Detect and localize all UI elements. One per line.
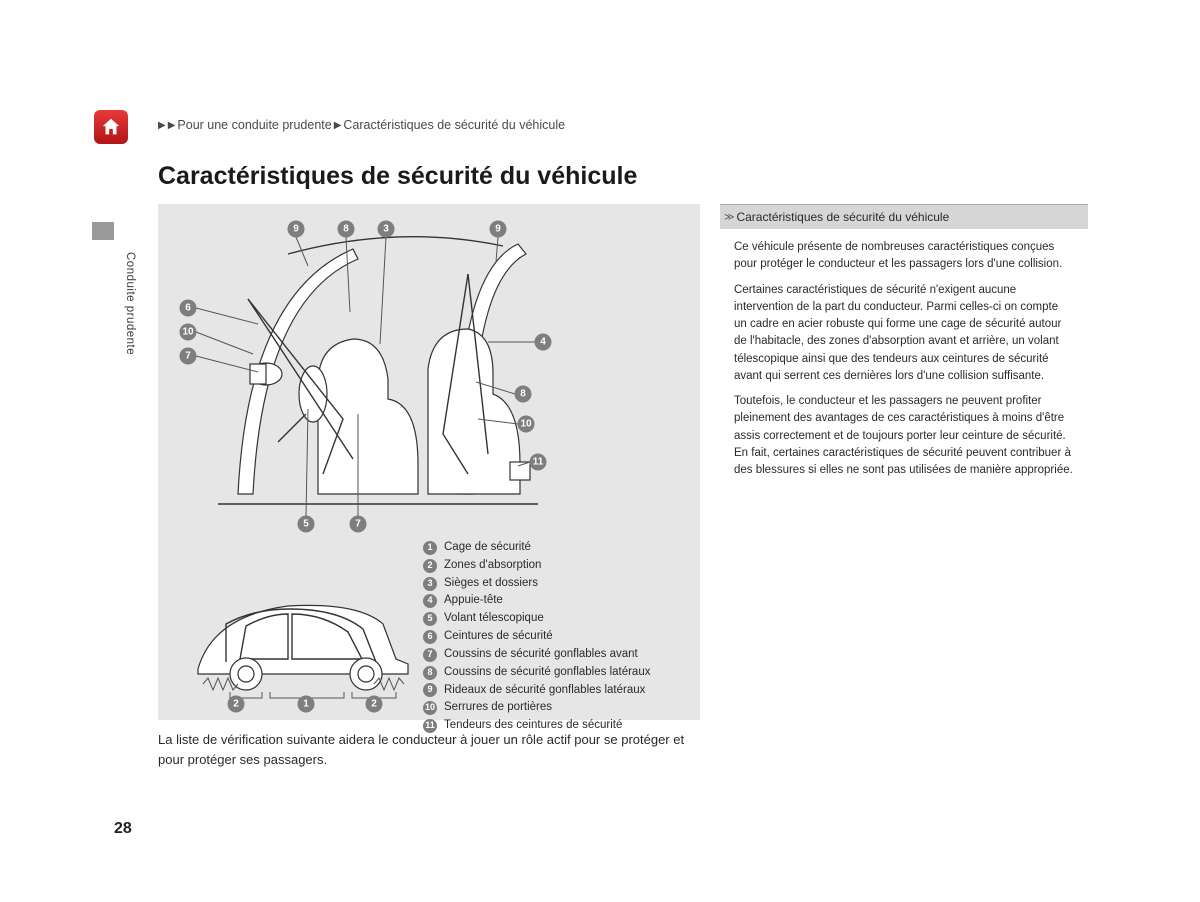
legend-number-icon: 6 (423, 630, 437, 644)
svg-text:8: 8 (520, 389, 526, 400)
section-label: Conduite prudente (124, 252, 136, 355)
legend-item: 4 Appuie-tête (423, 592, 650, 610)
svg-text:10: 10 (520, 419, 532, 430)
page-title: Caractéristiques de sécurité du véhicule (158, 162, 637, 191)
home-icon[interactable] (94, 110, 128, 144)
legend-number-icon: 5 (423, 612, 437, 626)
body-text: La liste de vérification suivante aidera… (158, 730, 700, 769)
svg-text:9: 9 (495, 224, 501, 235)
svg-text:11: 11 (533, 457, 544, 468)
sidebar-paragraph: Toutefois, le conducteur et les passager… (720, 393, 1088, 479)
legend-label: Cage de sécurité (444, 539, 531, 557)
legend-item: 7 Coussins de sécurité gonflables avant (423, 646, 650, 664)
sidebar-paragraph: Ce véhicule présente de nombreuses carac… (720, 239, 1088, 274)
legend-label: Volant télescopique (444, 610, 544, 628)
svg-text:8: 8 (343, 224, 349, 235)
diagram-legend: 1 Cage de sécurité 2 Zones d'absorption 3 Siè… (423, 539, 650, 735)
legend-item: 1 Cage de sécurité (423, 539, 650, 557)
svg-text:6: 6 (185, 303, 191, 314)
legend-number-icon: 9 (423, 683, 437, 697)
legend-item: 9 Rideaux de sécurité gonflables latéraux (423, 682, 650, 700)
legend-number-icon: 7 (423, 648, 437, 662)
section-tab (92, 222, 114, 240)
breadcrumb-level-2: Caractéristiques de sécurité du véhicule (343, 118, 565, 132)
legend-item: 6 Ceintures de sécurité (423, 628, 650, 646)
svg-text:3: 3 (383, 224, 389, 235)
svg-text:7: 7 (185, 351, 191, 362)
legend-item: 10 Serrures de portières (423, 699, 650, 717)
sidebar-header: ≫ Caractéristiques de sécurité du véhicu… (720, 204, 1088, 229)
legend-item: 8 Coussins de sécurité gonflables latérau… (423, 664, 650, 682)
svg-text:5: 5 (303, 519, 309, 530)
chevron-icon: ▶ (158, 120, 166, 131)
legend-item: 2 Zones d'absorption (423, 557, 650, 575)
legend-label: Coussins de sécurité gonflables latéraux (444, 664, 650, 682)
legend-item: 3 Sièges et dossiers (423, 575, 650, 593)
legend-label: Sièges et dossiers (444, 575, 538, 593)
chevron-icon: ≫ (724, 210, 734, 225)
chevron-icon: ▶ (168, 120, 176, 131)
svg-text:9: 9 (293, 224, 299, 235)
info-sidebar: ≫ Caractéristiques de sécurité du véhicu… (720, 204, 1088, 479)
safety-diagram: 9 8 3 9 6 10 7 4 8 10 11 5 7 2 1 2 1 Cage de sécurité 2 Zo… (158, 204, 700, 720)
legend-label: Appuie-tête (444, 592, 503, 610)
svg-text:7: 7 (355, 519, 361, 530)
legend-number-icon: 1 (423, 541, 437, 555)
legend-label: Rideaux de sécurité gonflables latéraux (444, 682, 645, 700)
breadcrumb: ▶ ▶ Pour une conduite prudente ▶ Caracté… (158, 118, 565, 132)
legend-label: Coussins de sécurité gonflables avant (444, 646, 638, 664)
svg-text:2: 2 (371, 699, 377, 710)
legend-item: 5 Volant télescopique (423, 610, 650, 628)
legend-number-icon: 8 (423, 666, 437, 680)
legend-label: Serrures de portières (444, 699, 552, 717)
sidebar-title: Caractéristiques de sécurité du véhicule (736, 208, 949, 226)
chevron-icon: ▶ (334, 120, 342, 131)
sidebar-paragraph: Certaines caractéristiques de sécurité n… (720, 282, 1088, 386)
breadcrumb-level-1: Pour une conduite prudente (177, 118, 331, 132)
svg-text:2: 2 (233, 699, 239, 710)
house-icon (100, 116, 122, 138)
legend-label: Ceintures de sécurité (444, 628, 553, 646)
legend-number-icon: 4 (423, 594, 437, 608)
legend-number-icon: 3 (423, 577, 437, 591)
legend-number-icon: 2 (423, 559, 437, 573)
legend-label: Zones d'absorption (444, 557, 541, 575)
legend-number-icon: 10 (423, 701, 437, 715)
page-number: 28 (114, 820, 132, 838)
svg-text:10: 10 (182, 327, 194, 338)
svg-text:1: 1 (303, 699, 309, 710)
svg-text:4: 4 (540, 337, 546, 348)
